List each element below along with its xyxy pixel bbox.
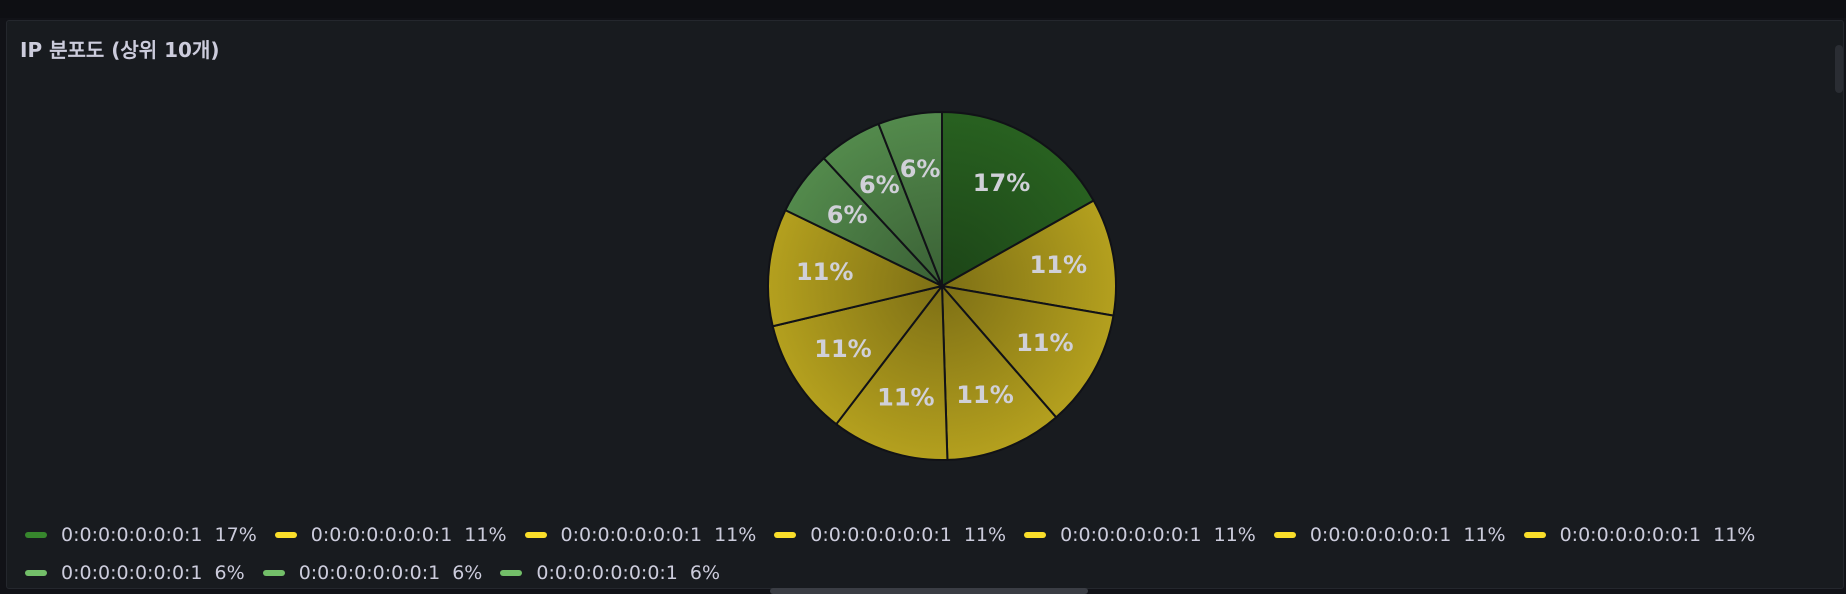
pie-slice-label: 11% — [956, 381, 1013, 409]
legend-item[interactable]: 0:0:0:0:0:0:0:1 6% — [262, 562, 483, 584]
legend-value: 6% — [214, 562, 245, 584]
pie-slice[interactable] — [941, 111, 1095, 287]
pie-slice-label: 11% — [1016, 329, 1073, 357]
legend-item[interactable]: 0:0:0:0:0:0:0:1 11% — [774, 524, 1006, 546]
pie-chart: 17%11%11%11%11%11%11%6%6%6% — [767, 111, 1117, 461]
pie-slice[interactable] — [877, 111, 943, 287]
legend-swatch — [25, 570, 47, 576]
legend-item[interactable]: 0:0:0:0:0:0:0:1 6% — [500, 562, 720, 584]
legend-label: 0:0:0:0:0:0:0:1 — [310, 524, 453, 546]
legend-value: 11% — [464, 524, 507, 546]
legend-label: 0:0:0:0:0:0:0:1 — [61, 562, 203, 584]
pie-slice-label: 6% — [827, 201, 868, 229]
legend-value: 11% — [1213, 524, 1256, 546]
legend-swatch — [524, 532, 547, 538]
pie-slice[interactable] — [941, 285, 1115, 419]
pie-slice[interactable] — [941, 285, 1058, 461]
legend-label: 0:0:0:0:0:0:0:1 — [61, 524, 203, 546]
legend-swatch — [274, 532, 297, 538]
top-bar — [0, 0, 1846, 18]
pie-slice[interactable] — [767, 209, 943, 328]
legend-label: 0:0:0:0:0:0:0:1 — [1060, 524, 1202, 546]
legend-swatch — [1273, 532, 1296, 538]
legend-item[interactable]: 0:0:0:0:0:0:0:1 11% — [1273, 524, 1506, 546]
pie-slice[interactable] — [771, 285, 943, 426]
legend-swatch — [1523, 532, 1546, 538]
legend-label: 0:0:0:0:0:0:0:1 — [298, 562, 441, 584]
pie-slice-label: 17% — [973, 169, 1030, 197]
legend-label: 0:0:0:0:0:0:0:1 — [560, 524, 703, 546]
legend-item[interactable]: 0:0:0:0:0:0:0:1 17% — [25, 524, 257, 546]
legend-label: 0:0:0:0:0:0:0:1 — [810, 524, 952, 546]
legend-item[interactable]: 0:0:0:0:0:0:0:1 11% — [524, 524, 757, 546]
pie-chart-panel: IP 분포도 (상위 10개) 17% 11% 11% 11% 11% 11% 11% 6% 6… — [6, 20, 1844, 589]
legend-value: 6% — [689, 562, 721, 584]
pie-slice-label: 6% — [859, 171, 900, 199]
legend-value: 11% — [1463, 524, 1506, 546]
legend-value: 11% — [963, 524, 1007, 546]
legend-item[interactable]: 0:0:0:0:0:0:0:1 11% — [274, 524, 507, 546]
legend-value: 6% — [452, 562, 483, 584]
pie-slice-label: 11% — [814, 335, 871, 363]
legend-value: 11% — [714, 524, 757, 546]
pie-slice-label: 11% — [796, 258, 853, 286]
pie-slice-label: 11% — [877, 383, 934, 411]
legend-item[interactable]: 0:0:0:0:0:0:0:1 11% — [1523, 524, 1756, 546]
legend: 0:0:0:0:0:0:0:1 17% 0:0:0:0:0:0:0:1 11% 0:0:… — [25, 516, 1785, 592]
legend-swatch — [25, 532, 47, 538]
legend-label: 0:0:0:0:0:0:0:1 — [1559, 524, 1702, 546]
horizontal-scrollbar[interactable] — [770, 588, 1088, 594]
legend-value: 17% — [214, 524, 257, 546]
legend-item[interactable]: 0:0:0:0:0:0:0:1 11% — [1024, 524, 1256, 546]
pie-slice[interactable] — [941, 199, 1117, 317]
legend-swatch — [1024, 532, 1047, 538]
legend-row: 0:0:0:0:0:0:0:1 17% 0:0:0:0:0:0:0:1 11% 0:0:… — [25, 516, 1785, 554]
legend-row: 0:0:0:0:0:0:0:1 6% 0:0:0:0:0:0:0:1 6% 0:0:0:… — [25, 554, 1785, 592]
legend-item[interactable]: 0:0:0:0:0:0:0:1 6% — [25, 562, 245, 584]
legend-swatch — [500, 570, 523, 576]
legend-label: 0:0:0:0:0:0:0:1 — [536, 562, 678, 584]
panel-title[interactable]: IP 분포도 (상위 10개) — [20, 38, 220, 62]
vertical-scrollbar[interactable] — [1835, 45, 1843, 93]
pie-slice-label: 11% — [1030, 251, 1087, 279]
legend-swatch — [774, 532, 797, 538]
pie-slice-label: 6% — [900, 155, 941, 183]
legend-value: 11% — [1713, 524, 1756, 546]
legend-swatch — [262, 570, 285, 576]
pie-slice[interactable] — [835, 285, 949, 461]
legend-label: 0:0:0:0:0:0:0:1 — [1309, 524, 1452, 546]
